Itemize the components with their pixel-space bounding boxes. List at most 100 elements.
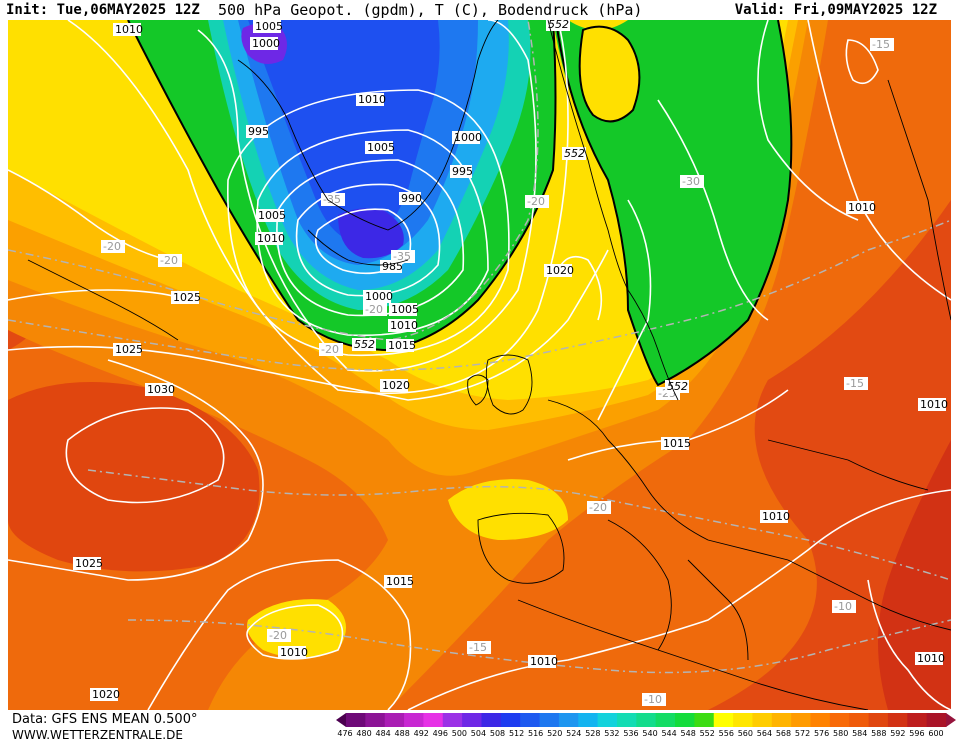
pressure-label: 995 [246, 125, 269, 138]
svg-text:1020: 1020 [382, 379, 410, 392]
svg-text:995: 995 [452, 165, 473, 178]
colorbar-tick-label: 572 [794, 729, 811, 738]
colorbar-swatch [520, 713, 541, 727]
pressure-label: 1000 [452, 131, 482, 144]
colorbar-tick-label: 528 [585, 729, 601, 738]
contour-552-island [578, 25, 641, 123]
band-indigo [338, 208, 404, 259]
colorbar-tick-label: 488 [394, 729, 410, 738]
colorbar-swatch [907, 713, 928, 727]
colorbar-swatch [558, 713, 579, 727]
pressure-label: 1010 [388, 319, 418, 332]
pressure-label: 1025 [73, 557, 103, 570]
band-yellow-island [579, 26, 640, 122]
svg-text:1020: 1020 [546, 264, 574, 277]
temperature-label: -30 [680, 175, 704, 188]
pressure-label: 1015 [661, 437, 691, 450]
colorbar-swatch [500, 713, 521, 727]
colorbar-tick-label: 524 [566, 729, 582, 738]
colorbar-tick-label: 600 [928, 729, 944, 738]
svg-text:1010: 1010 [390, 319, 418, 332]
colorbar-tick-label: 476 [337, 729, 353, 738]
colorbar-ticks: 476 480 484 488 492 496 500 504 508 512 516 520 524 5… [337, 729, 945, 741]
colorbar-tick-label: 516 [528, 729, 544, 738]
temperature-label: -35 [391, 250, 415, 263]
colorbar-swatch [752, 713, 773, 727]
svg-text:1000: 1000 [252, 37, 280, 50]
svg-text:-20: -20 [103, 240, 121, 253]
svg-text:-20: -20 [589, 501, 607, 514]
colorbar-swatch [694, 713, 715, 727]
colorbar-swatch [616, 713, 637, 727]
colorbar-tick-label: 556 [718, 729, 734, 738]
pressure-label: 1020 [90, 688, 120, 701]
svg-text:990: 990 [401, 192, 422, 205]
pressure-label: 1010 [918, 398, 948, 411]
pressure-label: 1015 [386, 339, 416, 352]
weather-map: 1010 1005 1000 995 1010 1005 1000 995 99… [8, 20, 951, 710]
temperature-label: -15 [870, 38, 894, 51]
colorbar-swatch [384, 713, 405, 727]
svg-text:1010: 1010 [115, 23, 143, 36]
temperature-label: -15 [467, 641, 491, 654]
pressure-label: 1005 [365, 141, 395, 154]
svg-text:1010: 1010 [257, 232, 285, 245]
colorbar-swatch [442, 713, 463, 727]
svg-text:1015: 1015 [663, 437, 691, 450]
svg-text:1005: 1005 [391, 303, 419, 316]
weather-map-svg: 1010 1005 1000 995 1010 1005 1000 995 99… [8, 20, 951, 710]
geopot-label: 552 [546, 20, 570, 31]
pressure-label: 1015 [384, 575, 414, 588]
svg-text:-20: -20 [365, 303, 383, 316]
pressure-labels: 1010 1005 1000 995 1010 1005 1000 995 99… [73, 20, 948, 701]
temperature-label: -10 [642, 693, 666, 706]
svg-text:552: 552 [564, 147, 585, 160]
colorbar-swatch [868, 713, 889, 727]
website: WWW.WETTERZENTRALE.DE [12, 728, 183, 742]
svg-text:552: 552 [667, 380, 688, 393]
temperature-label: -20 [158, 254, 182, 267]
pressure-label: 1000 [363, 290, 393, 303]
colorbar-tick-label: 520 [547, 729, 563, 738]
map-header: Init: Tue,06MAY2025 12Z 500 hPa Geopot. … [0, 0, 959, 20]
band-deep-blue [248, 20, 440, 245]
colorbar-swatch [771, 713, 792, 727]
colorbar-tick-label: 568 [775, 729, 792, 738]
colorbar-swatch [810, 713, 831, 727]
geopot-label: 552 [665, 380, 689, 393]
colorbar-tick-label: 532 [604, 729, 620, 738]
svg-text:-15: -15 [872, 38, 890, 51]
colorbar-swatch [346, 713, 366, 727]
colorbar-swatch [481, 713, 502, 727]
pressure-label: 1005 [389, 303, 419, 316]
colorbar-tick-label: 544 [661, 729, 677, 738]
colorbar-tick-label: 540 [642, 729, 658, 738]
map-footer: Data: GFS ENS MEAN 0.500° WWW.WETTERZENT… [0, 710, 959, 742]
colorbar-swatch [578, 713, 599, 727]
data-source: Data: GFS ENS MEAN 0.500° [12, 712, 198, 727]
colorbar-swatch [462, 713, 482, 727]
colorbar-tick-label: 500 [451, 729, 468, 738]
colorbar-tick-label: 484 [375, 729, 391, 738]
pressure-label: 990 [399, 192, 422, 205]
colorbar-tick-label: 492 [413, 729, 429, 738]
svg-text:-10: -10 [644, 693, 662, 706]
svg-text:1025: 1025 [115, 343, 143, 356]
colorbar-swatch [675, 713, 695, 727]
svg-text:1005: 1005 [258, 209, 286, 222]
colorbar-swatch [849, 713, 870, 727]
pressure-label: 1010 [113, 23, 143, 36]
temperature-label: -15 [844, 377, 868, 390]
colorbar-tick-label: 592 [890, 729, 906, 738]
temperature-label: -35 [321, 193, 345, 206]
colorbar-arrow-right [946, 713, 956, 727]
svg-text:1000: 1000 [454, 131, 482, 144]
pressure-label: 1010 [255, 232, 285, 245]
band-red-high [8, 382, 260, 572]
svg-text:1015: 1015 [388, 339, 416, 352]
coastlines [27, 20, 951, 710]
colorbar-swatch [404, 713, 424, 727]
svg-text:-35: -35 [393, 250, 411, 263]
pressure-label: 995 [450, 165, 473, 178]
svg-text:-20: -20 [269, 629, 287, 642]
